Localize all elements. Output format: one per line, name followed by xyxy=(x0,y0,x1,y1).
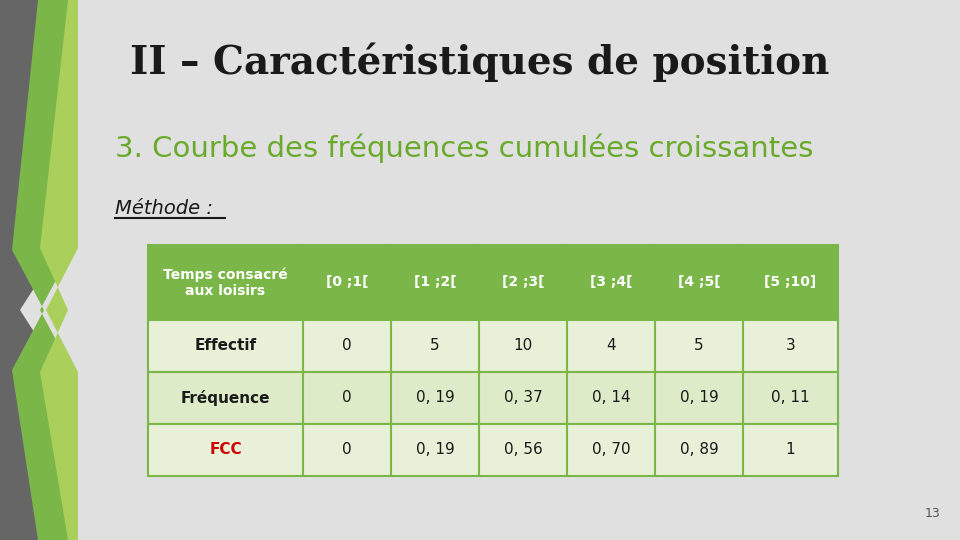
Polygon shape xyxy=(0,0,52,540)
FancyBboxPatch shape xyxy=(148,372,838,424)
Text: FCC: FCC xyxy=(209,442,242,457)
Text: 13: 13 xyxy=(924,507,940,520)
Polygon shape xyxy=(40,0,78,540)
Text: [4 ;5[: [4 ;5[ xyxy=(678,275,720,289)
Text: 0, 56: 0, 56 xyxy=(504,442,542,457)
Text: [5 ;10]: [5 ;10] xyxy=(764,275,817,289)
Text: Effectif: Effectif xyxy=(195,339,256,354)
Text: 3: 3 xyxy=(785,339,796,354)
Text: 0, 37: 0, 37 xyxy=(504,390,542,406)
Text: 0, 89: 0, 89 xyxy=(680,442,718,457)
Text: 3. Courbe des fréquences cumulées croissantes: 3. Courbe des fréquences cumulées croiss… xyxy=(115,133,813,163)
Text: 0, 70: 0, 70 xyxy=(591,442,631,457)
Text: 0, 19: 0, 19 xyxy=(680,390,718,406)
FancyBboxPatch shape xyxy=(148,320,838,372)
Text: 4: 4 xyxy=(606,339,615,354)
Text: [3 ;4[: [3 ;4[ xyxy=(589,275,633,289)
Text: 10: 10 xyxy=(514,339,533,354)
Text: 0, 19: 0, 19 xyxy=(416,442,454,457)
FancyBboxPatch shape xyxy=(148,424,838,476)
Text: 5: 5 xyxy=(430,339,440,354)
Text: [1 ;2[: [1 ;2[ xyxy=(414,275,456,289)
Text: 1: 1 xyxy=(785,442,795,457)
Text: 0, 19: 0, 19 xyxy=(416,390,454,406)
Text: [2 ;3[: [2 ;3[ xyxy=(502,275,544,289)
Text: Temps consacré
aux loisirs: Temps consacré aux loisirs xyxy=(163,267,288,298)
Text: II – Caractéristiques de position: II – Caractéristiques de position xyxy=(131,42,829,82)
Polygon shape xyxy=(12,0,72,540)
Text: 0, 11: 0, 11 xyxy=(771,390,810,406)
Text: 0: 0 xyxy=(342,390,351,406)
Text: [0 ;1[: [0 ;1[ xyxy=(325,275,369,289)
FancyBboxPatch shape xyxy=(148,245,838,320)
Text: 0: 0 xyxy=(342,339,351,354)
Text: Fréquence: Fréquence xyxy=(180,390,271,406)
Text: Méthode :: Méthode : xyxy=(115,199,213,218)
Text: 0: 0 xyxy=(342,442,351,457)
Text: 5: 5 xyxy=(694,339,704,354)
Text: 0, 14: 0, 14 xyxy=(591,390,631,406)
